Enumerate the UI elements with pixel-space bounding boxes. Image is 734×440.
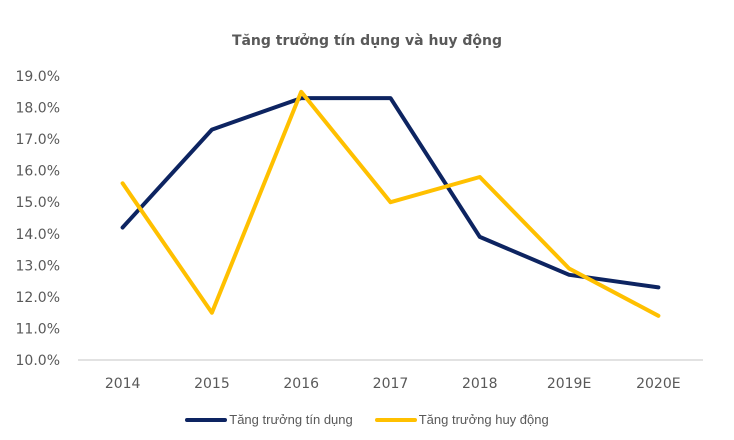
y-tick-label: 15.0% [16,195,60,211]
y-tick-label: 12.0% [16,290,60,306]
y-tick-label: 10.0% [16,353,60,369]
y-tick-label: 17.0% [16,132,60,148]
y-tick-label: 19.0% [16,69,60,85]
series-lines [120,89,661,318]
x-tick-label: 2018 [462,376,498,392]
x-tick-label: 2020E [636,376,680,392]
x-tick-label: 2017 [373,376,409,392]
y-tick-label: 18.0% [16,101,60,117]
chart-title: Tăng trưởng tín dụng và huy động [231,33,503,49]
y-tick-label: 11.0% [16,321,60,337]
x-tick-label: 2015 [194,376,230,392]
legend-item-deposit-growth: Tăng trưởng huy động [374,412,549,427]
legend-swatch-yellow-line-icon [374,417,417,422]
legend-label: Tăng trưởng huy động [418,412,549,427]
legend-swatch-navy-line-icon [185,417,228,422]
legend-item-credit-growth: Tăng trưởng tín dụng [185,412,353,427]
series-line-deposit-growth [120,89,661,318]
series-line-credit-growth [120,96,661,290]
legend-label: Tăng trưởng tín dụng [229,412,353,427]
y-axis-ticks: 19.0% 18.0% 17.0% 16.0% 15.0% 14.0% 13.0% 12.0%… [16,69,60,369]
x-axis-ticks: 2014 2015 2016 2017 2018 2019E 2020E [105,376,681,392]
y-tick-label: 13.0% [16,258,60,274]
chart-legend: Tăng trưởng tín dụng Tăng trưởng huy độn… [0,412,734,427]
y-tick-label: 16.0% [16,164,60,180]
x-tick-label: 2014 [105,376,141,392]
y-tick-label: 14.0% [16,227,60,243]
x-tick-label: 2019E [547,376,591,392]
x-tick-label: 2016 [283,376,319,392]
